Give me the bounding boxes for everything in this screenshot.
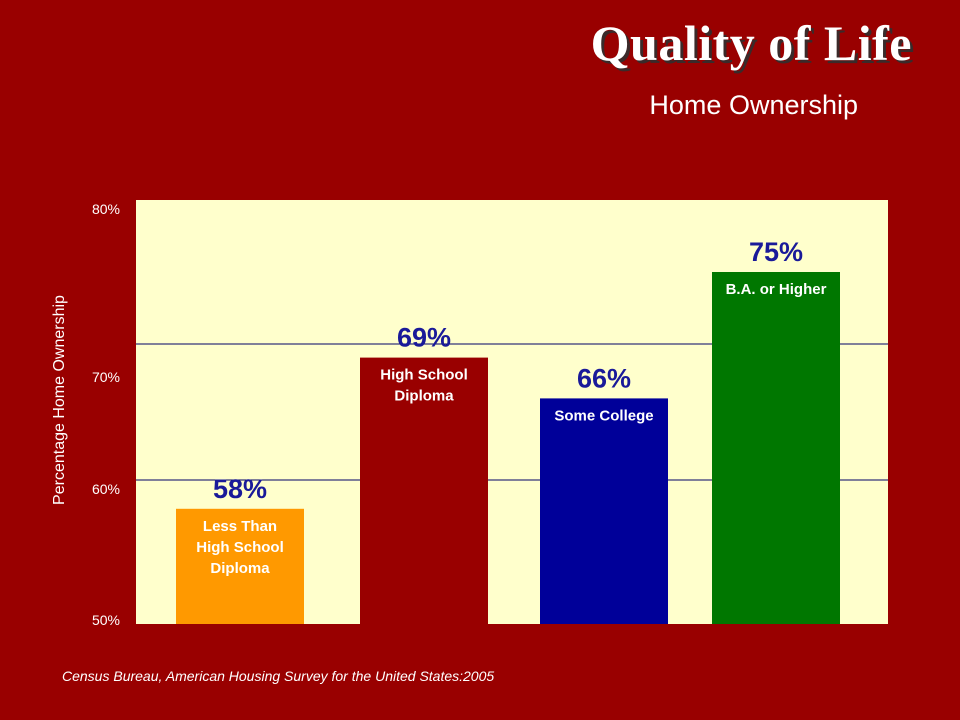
- bar-value-label: 58%: [213, 474, 267, 504]
- y-tick-label: 60%: [92, 481, 120, 497]
- bar-category-label: Diploma: [210, 560, 270, 577]
- y-tick-label: 80%: [92, 201, 120, 217]
- bar: [712, 272, 840, 624]
- page-subtitle: Home Ownership: [649, 90, 858, 120]
- bar-category-label: Less Than: [203, 518, 277, 535]
- bar-category-label: High School: [196, 539, 284, 556]
- bar: [176, 508, 304, 624]
- bar-category-label: High School: [380, 367, 468, 384]
- y-tick-label: 50%: [92, 612, 120, 628]
- bar: [360, 357, 488, 624]
- y-tick-label: 70%: [92, 369, 120, 385]
- bar: [540, 398, 668, 624]
- bar-category-label: Some College: [554, 407, 653, 424]
- bar-category-label: B.A. or Higher: [726, 281, 827, 298]
- bar-value-label: 69%: [397, 323, 451, 353]
- bar-value-label: 66%: [577, 363, 631, 393]
- page-title: Quality of Life: [590, 15, 912, 71]
- source-note: Census Bureau, American Housing Survey f…: [62, 668, 495, 684]
- bar-category-label: Diploma: [394, 388, 454, 405]
- bar-value-label: 75%: [749, 237, 803, 267]
